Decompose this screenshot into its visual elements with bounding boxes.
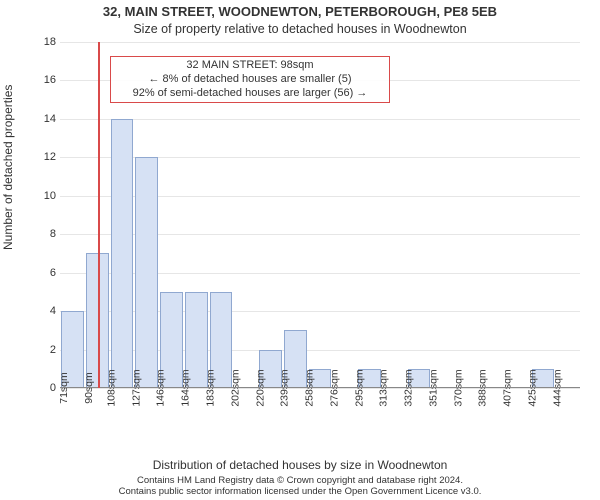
y-tick-label: 8 (24, 228, 60, 240)
y-tick-label: 16 (24, 74, 60, 86)
bar-slot: 351sqm (431, 42, 456, 388)
x-tick-label: 164sqm (178, 369, 192, 406)
y-tick-label: 0 (24, 382, 60, 394)
annotation-line-3: 92% of semi-detached houses are larger (… (115, 87, 385, 101)
property-annotation-box: 32 MAIN STREET: 98sqm ← 8% of detached h… (110, 56, 390, 103)
x-tick-label: 444sqm (549, 369, 563, 406)
x-tick-label: 108sqm (103, 369, 117, 406)
y-tick-label: 14 (24, 113, 60, 125)
x-tick-label: 202sqm (227, 369, 241, 406)
x-tick-label: 332sqm (400, 369, 414, 406)
attribution-line-2: Contains public sector information licen… (0, 487, 600, 498)
x-tick-label: 258sqm (301, 369, 315, 406)
x-tick-label: 183sqm (202, 369, 216, 406)
bar-slot: 444sqm (555, 42, 580, 388)
x-tick-label: 425sqm (524, 369, 538, 406)
bar-slot: 332sqm (407, 42, 432, 388)
x-tick-label: 90sqm (81, 372, 95, 404)
y-tick-label: 18 (24, 36, 60, 48)
bar-slot: 370sqm (456, 42, 481, 388)
bar-slot: 407sqm (506, 42, 531, 388)
attribution: Contains HM Land Registry data © Crown c… (0, 476, 600, 498)
chart-title: 32, MAIN STREET, WOODNEWTON, PETERBOROUG… (0, 4, 600, 19)
x-tick-label: 276sqm (326, 369, 340, 406)
y-tick-label: 10 (24, 190, 60, 202)
x-tick-label: 295sqm (351, 369, 365, 406)
x-axis-baseline (60, 387, 580, 388)
x-tick-label: 127sqm (128, 369, 142, 406)
property-marker-line (98, 42, 100, 388)
y-tick-label: 4 (24, 305, 60, 317)
x-axis-label: Distribution of detached houses by size … (0, 458, 600, 472)
annotation-line-1: 32 MAIN STREET: 98sqm (115, 59, 385, 73)
x-tick-label: 351sqm (425, 369, 439, 406)
y-tick-label: 2 (24, 344, 60, 356)
x-tick-label: 146sqm (153, 369, 167, 406)
x-tick-label: 313sqm (376, 369, 390, 406)
bar-slot: 71sqm (60, 42, 85, 388)
x-tick-label: 239sqm (277, 369, 291, 406)
y-axis-label: Number of detached properties (1, 85, 15, 250)
bar (135, 157, 158, 388)
annotation-line-2: ← 8% of detached houses are smaller (5) (115, 73, 385, 87)
bar-slot: 425sqm (531, 42, 556, 388)
x-tick-label: 407sqm (499, 369, 513, 406)
plot-area: 02468101214161871sqm90sqm108sqm127sqm146… (60, 42, 580, 388)
y-tick-label: 12 (24, 151, 60, 163)
x-tick-label: 388sqm (475, 369, 489, 406)
bar (111, 119, 134, 388)
y-tick-label: 6 (24, 267, 60, 279)
x-tick-label: 370sqm (450, 369, 464, 406)
chart-subtitle: Size of property relative to detached ho… (0, 22, 600, 36)
x-tick-label: 220sqm (252, 369, 266, 406)
x-tick-label: 71sqm (57, 372, 71, 404)
bar-slot: 388sqm (481, 42, 506, 388)
